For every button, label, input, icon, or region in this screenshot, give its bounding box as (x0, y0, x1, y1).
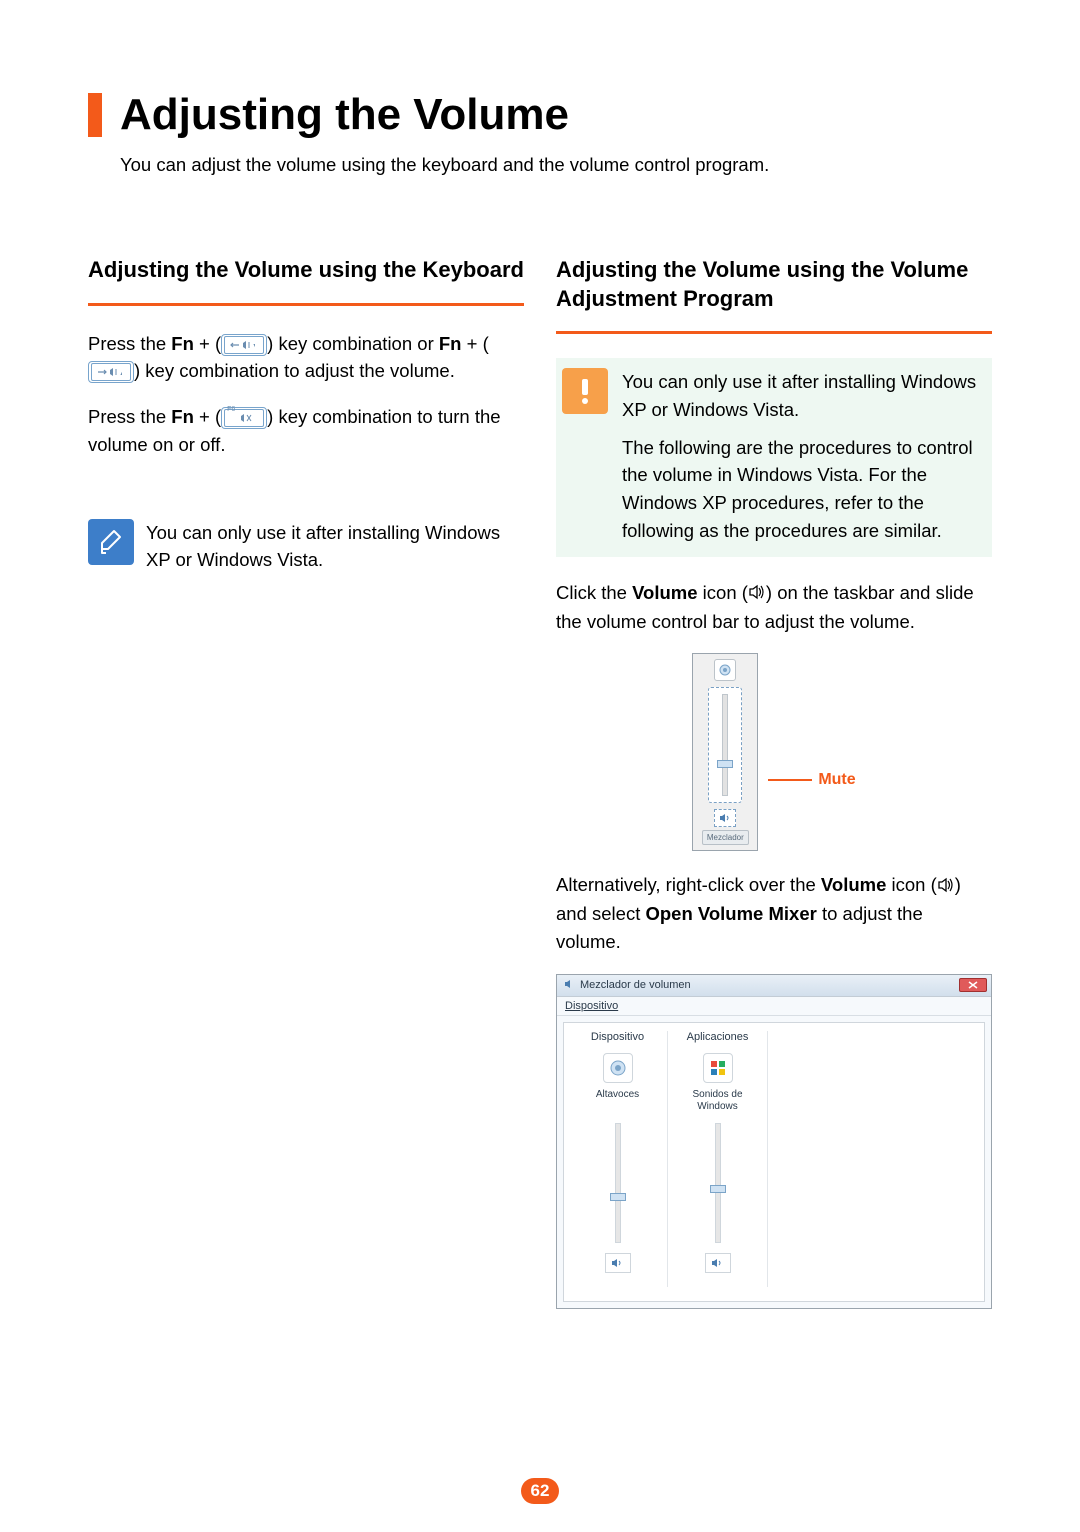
title-row: Adjusting the Volume (88, 90, 992, 140)
close-button[interactable] (959, 978, 987, 992)
open-mixer-text: Open Volume Mixer (645, 903, 816, 924)
accent-bar (88, 93, 102, 137)
mixer-menu[interactable]: Dispositivo (557, 997, 991, 1016)
text: ) key combination or (267, 333, 439, 354)
fn-key-text: Fn (171, 333, 194, 354)
speaker-icon (937, 873, 955, 901)
mixer-body: Dispositivo Altavoces Aplicaciones (563, 1022, 985, 1302)
mixer-menu-label: Dispositivo (565, 1000, 618, 1012)
mute-callout: Mute (768, 771, 855, 789)
page-number-badge: 62 (521, 1478, 559, 1504)
info-text: You can only use it after installing Win… (622, 368, 982, 545)
app-mute-button[interactable] (705, 1253, 731, 1273)
mixer-empty-area (768, 1031, 980, 1287)
callout-line (768, 779, 812, 781)
mixer-device-column: Dispositivo Altavoces (568, 1031, 668, 1287)
volume-word: Volume (821, 874, 886, 895)
program-paragraph-1: Click the Volume icon () on the taskbar … (556, 579, 992, 636)
text: Alternatively, right-click over the (556, 874, 821, 895)
volume-up-keycap: ▲ (88, 361, 134, 383)
info-text-2: The following are the procedures to cont… (622, 434, 982, 545)
right-column: Adjusting the Volume using the Volume Ad… (556, 256, 992, 1309)
page-title: Adjusting the Volume (120, 90, 569, 140)
mixer-app-column: Aplicaciones Sonidos de Windows (668, 1031, 768, 1287)
section-rule (556, 331, 992, 334)
volume-mixer-window: Mezclador de volumen Dispositivo Disposi… (556, 974, 992, 1309)
slider-thumb[interactable] (610, 1193, 626, 1201)
text: + ( (194, 406, 221, 427)
text: icon ( (886, 874, 936, 895)
volume-slider-figure: Mezclador Mute (556, 653, 992, 851)
mute-label: Mute (818, 771, 855, 789)
speaker-device-icon[interactable] (603, 1053, 633, 1083)
text: Press the (88, 333, 171, 354)
mixer-header-device: Dispositivo (591, 1031, 644, 1043)
device-mute-button[interactable] (605, 1253, 631, 1273)
text: + ( (194, 333, 221, 354)
device-volume-slider[interactable] (613, 1123, 623, 1243)
section-heading-program: Adjusting the Volume using the Volume Ad… (556, 256, 992, 313)
volume-down-keycap: ▼ (221, 334, 267, 356)
fn-key-text: Fn (439, 333, 462, 354)
app-label: Sonidos de Windows (672, 1089, 763, 1113)
speaker-device-icon (714, 659, 736, 681)
info-callout: You can only use it after installing Win… (556, 358, 992, 557)
pencil-note-icon (88, 519, 134, 565)
program-paragraph-2: Alternatively, right-click over the Volu… (556, 871, 992, 955)
slider-thumb[interactable] (710, 1185, 726, 1193)
note-box: You can only use it after installing Win… (88, 519, 524, 575)
mute-keycap: F6 (221, 407, 267, 429)
volume-thumb[interactable] (717, 760, 733, 768)
text: Press the (88, 406, 171, 427)
intro-text: You can adjust the volume using the keyb… (120, 154, 992, 176)
mixer-title: Mezclador de volumen (580, 979, 691, 991)
volume-track[interactable] (708, 687, 742, 803)
info-text-1: You can only use it after installing Win… (622, 368, 982, 424)
left-column: Adjusting the Volume using the Keyboard … (88, 256, 524, 1309)
text: icon ( (698, 582, 748, 603)
mute-button[interactable] (714, 809, 736, 827)
volume-word: Volume (632, 582, 697, 603)
speaker-icon (748, 580, 766, 608)
svg-text:▼: ▼ (252, 343, 255, 350)
two-column-layout: Adjusting the Volume using the Keyboard … (88, 256, 992, 1309)
windows-app-icon[interactable] (703, 1053, 733, 1083)
text: + ( (461, 333, 488, 354)
section-rule (88, 303, 524, 306)
note-text: You can only use it after installing Win… (146, 519, 524, 575)
fn-key-text: Fn (171, 406, 194, 427)
text: ) key combination to adjust the volume. (134, 360, 455, 381)
keyboard-paragraph-1: Press the Fn + ( ▼ ) key combination or Fn… (88, 330, 524, 386)
speaker-icon (563, 978, 575, 993)
mixer-titlebar: Mezclador de volumen (557, 975, 991, 997)
exclamation-icon (562, 368, 608, 414)
volume-popup: Mezclador (692, 653, 758, 851)
section-heading-keyboard: Adjusting the Volume using the Keyboard (88, 256, 524, 285)
mixer-header-apps: Aplicaciones (687, 1031, 749, 1043)
device-label: Altavoces (596, 1089, 639, 1113)
text: Click the (556, 582, 632, 603)
keyboard-paragraph-2: Press the Fn + (F6) key combination to t… (88, 403, 524, 459)
app-volume-slider[interactable] (713, 1123, 723, 1243)
mixer-link[interactable]: Mezclador (702, 830, 749, 845)
svg-text:▲: ▲ (119, 370, 122, 377)
